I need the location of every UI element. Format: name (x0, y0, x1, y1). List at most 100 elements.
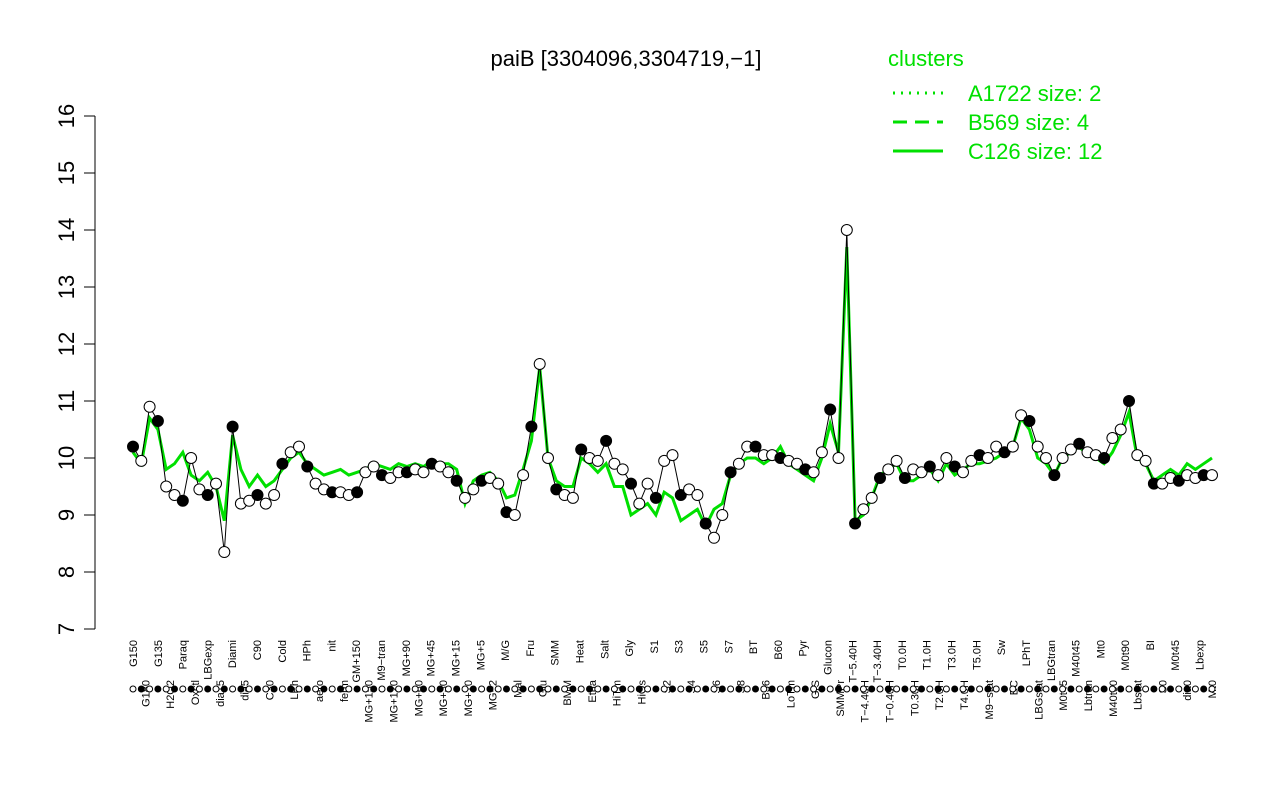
rug-mark (478, 685, 486, 693)
data-point (965, 454, 978, 467)
data-point (815, 446, 828, 459)
y-tick-label: 10 (54, 446, 79, 470)
data-point (1172, 474, 1185, 487)
data-point (857, 503, 870, 516)
data-point (915, 466, 928, 479)
data-point (193, 483, 206, 496)
rug-mark (137, 685, 145, 693)
rug-mark (660, 685, 668, 693)
x-tick-label: S7 (723, 640, 735, 653)
rug-mark (801, 685, 809, 693)
rug-mark (669, 685, 676, 693)
data-point (459, 491, 471, 504)
rug-mark (926, 685, 934, 693)
x-tick-label: Mt0 (1095, 640, 1107, 658)
x-tick-label: LPhT (1021, 640, 1033, 667)
data-point (483, 471, 496, 484)
data-point (517, 469, 530, 482)
rug-mark (1009, 685, 1017, 693)
x-tick-label: MG−2 (488, 680, 500, 710)
data-points (127, 224, 1218, 559)
rug-mark (519, 685, 527, 693)
rug-mark (1025, 685, 1033, 693)
x-tick-label: MG+60 (413, 680, 425, 716)
data-point (1206, 469, 1218, 482)
x-tick-label: MG+15 (450, 640, 462, 676)
data-point (1098, 452, 1111, 464)
x-tick-label: S1 (649, 640, 661, 653)
x-tick-label: T1.0H (922, 640, 934, 670)
x-tick-label: dia15 (215, 680, 227, 707)
rug-mark (395, 685, 403, 693)
data-point (417, 466, 430, 479)
rug-mark (171, 685, 178, 693)
rug-mark (195, 685, 203, 693)
data-point (1114, 423, 1127, 436)
data-point (608, 457, 621, 470)
data-point (135, 454, 148, 467)
data-point (542, 452, 554, 464)
x-tick-label: SMM (550, 640, 562, 666)
chart-title: paiB [3304096,3304719,−1] (491, 46, 762, 71)
rug-mark (1208, 685, 1216, 693)
data-point (882, 463, 895, 476)
x-tick-label: T−5.40H (847, 640, 859, 683)
y-tick-label: 9 (54, 509, 79, 521)
rug-mark (270, 685, 278, 693)
rug-mark (1100, 685, 1108, 693)
x-tick-label: Glucon (823, 640, 835, 675)
data-point (176, 494, 189, 507)
rug-mark (752, 685, 759, 693)
data-point (591, 454, 604, 467)
rug-mark (876, 685, 884, 693)
rug-mark (146, 685, 154, 693)
rug-mark (967, 685, 975, 693)
rug-mark (278, 685, 286, 693)
rug-mark (835, 685, 842, 693)
data-point (649, 491, 662, 504)
y-tick-label: 13 (54, 275, 79, 299)
data-point (525, 420, 538, 433)
data-point (218, 546, 231, 559)
rug-mark (685, 685, 693, 693)
rug-mark (544, 685, 552, 693)
x-tick-label: LoTm (785, 680, 797, 708)
rug-mark (154, 685, 162, 693)
x-tick-label: S3 (674, 640, 686, 653)
data-point (251, 489, 264, 502)
x-tick-label: GM+150 (351, 640, 363, 683)
data-point (185, 452, 198, 464)
x-tick-label: C90 (252, 640, 264, 660)
data-point (832, 452, 845, 464)
rug-mark (901, 685, 909, 693)
rug-mark (237, 685, 245, 693)
data-point (268, 489, 281, 502)
rug-mark (1158, 685, 1166, 693)
rug-mark (1167, 685, 1174, 693)
x-tick-label: BT (748, 640, 760, 654)
rug-mark (353, 685, 361, 693)
rug-mark (444, 685, 452, 693)
data-point (434, 460, 447, 473)
data-point (957, 466, 969, 479)
rug-mark (627, 685, 635, 693)
rug-mark (959, 685, 967, 693)
data-point (1056, 452, 1069, 464)
rug-mark (262, 685, 270, 693)
data-point (948, 460, 961, 473)
rug-mark (569, 685, 577, 693)
x-tick-label: Mal (512, 680, 524, 698)
rug-mark (843, 685, 851, 693)
x-tick-label: T4.0H (959, 680, 971, 710)
rug-mark (511, 685, 519, 693)
rug-mark (984, 685, 992, 693)
legend-title: clusters (888, 46, 964, 71)
x-tick-label: Fru (525, 640, 537, 657)
rug-mark (1059, 685, 1067, 693)
rug-mark (992, 685, 1000, 693)
rug-mark (1142, 685, 1150, 693)
x-tick-label: T3.0H (947, 640, 959, 670)
rug-mark (644, 685, 652, 693)
